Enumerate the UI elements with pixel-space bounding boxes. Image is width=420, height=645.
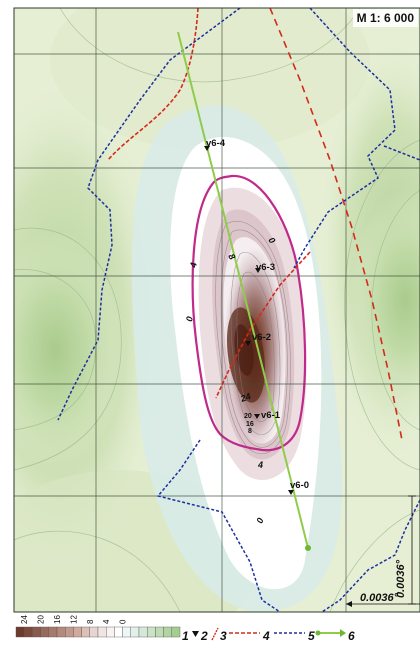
- legend-swatch: [114, 626, 123, 638]
- green-field-top: [50, 8, 370, 150]
- stations: v6-4 v6-3 v6-2 v6-1 v6-0: [204, 138, 309, 495]
- svg-text:1: 1: [182, 629, 189, 643]
- svg-text:6: 6: [348, 629, 355, 643]
- contour-label-24: 24: [238, 391, 252, 404]
- contour-label-8: 8: [226, 252, 237, 261]
- legend-item-4: 4: [229, 629, 270, 643]
- red-dashed-line-upper: [107, 8, 199, 161]
- legend-swatch: [130, 626, 140, 638]
- profile-end-marker: [305, 545, 311, 551]
- legend-swatch: [155, 626, 164, 638]
- dimension-horizontal: 0.0036°: [346, 592, 420, 607]
- legend-swatch: [81, 626, 90, 638]
- station-v6-1: v6-1: [254, 410, 281, 421]
- legend-tick-label: 8: [86, 619, 95, 624]
- legend-swatch: [122, 626, 131, 638]
- svg-text:16: 16: [246, 421, 254, 428]
- svg-text:5: 5: [308, 629, 315, 643]
- legend-swatch: [163, 626, 173, 638]
- legend-swatch: [32, 626, 41, 638]
- contour-label-0-bottom: 0: [254, 517, 265, 525]
- legend-swatch: [105, 626, 115, 638]
- station-v6-2: v6-2: [245, 332, 271, 346]
- station-v6-0: v6-0: [288, 480, 309, 495]
- dimension-vertical: 0.0036°: [395, 495, 416, 605]
- blue-dashed-boundary: [57, 8, 241, 421]
- red-dashed-line-right: [269, 8, 403, 441]
- map-frame: [13, 7, 420, 613]
- legend-swatch: [56, 626, 66, 638]
- legend: 24 20 16 12 8 4 0 1 2 3 4 5 6: [15, 615, 355, 643]
- legend-swatch: [40, 626, 49, 638]
- legend-swatch: [146, 626, 156, 638]
- legend-swatch: [171, 626, 181, 638]
- contour-labels: 0 8 4 0 24 4 0: [184, 235, 277, 524]
- legend-color-scale: [15, 626, 181, 638]
- legend-swatch: [15, 626, 25, 638]
- legend-swatch: [48, 626, 58, 638]
- svg-text:4: 4: [262, 629, 270, 643]
- dimension-horizontal-label: 0.0036°: [360, 592, 399, 604]
- legend-swatch: [73, 626, 82, 638]
- svg-text:v6-4: v6-4: [206, 138, 226, 149]
- legend-item-1: 1: [182, 629, 189, 643]
- zero-contour-magenta: [191, 174, 307, 452]
- station-v6-3: v6-3: [255, 262, 275, 273]
- contour-label-0-top: 0: [266, 235, 277, 245]
- legend-item-6: 6: [315, 629, 355, 643]
- green-field-left-core: [14, 230, 125, 470]
- contour-label-4-left: 4: [188, 262, 199, 270]
- legend-tick-label: 12: [69, 615, 78, 624]
- legend-tick-label: 20: [37, 615, 46, 624]
- dimension-vertical-label: 0.0036°: [395, 559, 407, 598]
- station-v6-4: v6-4: [204, 138, 226, 151]
- legend-tick-label: 0: [119, 619, 128, 624]
- legend-swatch: [97, 626, 107, 638]
- svg-text:8: 8: [248, 428, 252, 435]
- blue-dashed-boundary-lower-right: [321, 499, 420, 612]
- legend-swatch: [138, 626, 148, 638]
- legend-triangle-icon: [192, 631, 199, 637]
- legend-item-2: 2: [192, 629, 208, 643]
- green-field-right-core: [350, 190, 420, 410]
- legend-item-3: 3: [211, 627, 227, 643]
- legend-swatch: [89, 626, 99, 638]
- legend-swatch: [24, 626, 33, 638]
- legend-tick-labels: 24 20 16 12 8 4 0: [20, 615, 127, 624]
- svg-text:v6-2: v6-2: [252, 332, 271, 343]
- red-dashed-line-diagonal: [215, 251, 311, 399]
- legend-tick-label: 16: [53, 615, 62, 624]
- legend-tick-label: 24: [20, 615, 29, 624]
- svg-text:2: 2: [200, 629, 208, 643]
- legend-swatch: [64, 626, 74, 638]
- svg-text:20: 20: [244, 413, 252, 420]
- svg-text:v6-0: v6-0: [290, 480, 309, 491]
- map-scale-label: M 1: 6 000: [352, 9, 418, 27]
- contour-label-0-left: 0: [184, 316, 195, 323]
- svg-text:3: 3: [220, 629, 227, 643]
- blue-dashed-boundary-right: [293, 8, 396, 269]
- blue-dashed-boundary-far-right: [383, 145, 420, 161]
- svg-text:v6-1: v6-1: [261, 410, 281, 421]
- blue-dashed-boundary-lower: [156, 439, 281, 612]
- legend-tick-label: 4: [102, 619, 111, 624]
- contour-label-4-bottom: 4: [257, 460, 263, 470]
- svg-text:v6-3: v6-3: [256, 262, 275, 273]
- crowded-contour-labels: 20 16 8: [244, 413, 254, 435]
- profile-line: [177, 31, 309, 549]
- legend-item-5: 5: [274, 629, 315, 643]
